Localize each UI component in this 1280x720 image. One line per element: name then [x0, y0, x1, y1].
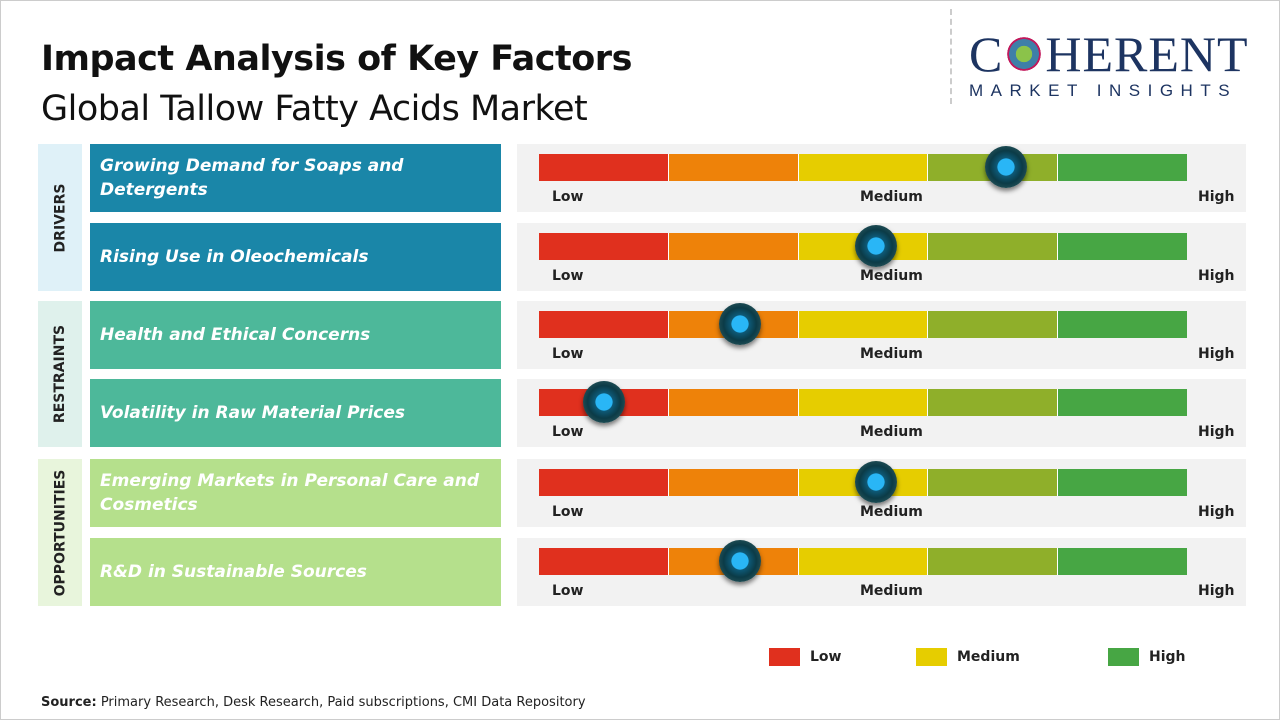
gauge-knob-icon: [582, 381, 625, 423]
gauge-knob-icon: [854, 225, 897, 267]
scale-low: Low: [552, 268, 584, 284]
gauge-knob-icon: [718, 303, 761, 345]
gauge-segment: [539, 311, 669, 338]
impact-gauge: Low Medium High: [517, 223, 1246, 291]
scale-high: High: [1198, 268, 1235, 284]
category-drivers: DRIVERS: [38, 144, 82, 291]
factor-text: Health and Ethical Concerns: [100, 325, 371, 345]
impact-gauge: Low Medium High: [517, 459, 1246, 527]
legend-label: High: [1149, 649, 1186, 665]
gauge-knob-icon: [984, 146, 1027, 188]
factor-text: Emerging Markets in Personal Care and Co…: [100, 471, 479, 515]
scale-low: Low: [552, 346, 584, 362]
category-restraints: RESTRAINTS: [38, 301, 82, 447]
scale-high: High: [1198, 504, 1235, 520]
gauge-segment: [668, 154, 799, 181]
logo-text: C: [969, 26, 1004, 82]
gauge-segment: [798, 389, 929, 416]
gauge-bar: [539, 311, 1187, 338]
logo-subtext: MARKET INSIGHTS: [969, 81, 1238, 100]
gauge-segment: [928, 389, 1059, 416]
logo-text: HERENT: [1045, 26, 1249, 82]
gauge-segment: [1058, 233, 1187, 260]
gauge-bar: [539, 469, 1187, 496]
factor-text: Growing Demand for Soaps and Detergents: [100, 156, 404, 200]
divider: [950, 9, 952, 104]
gauge-segment: [1058, 389, 1187, 416]
factor-label: Emerging Markets in Personal Care and Co…: [90, 459, 501, 527]
gauge-segment: [539, 154, 669, 181]
page-title: Impact Analysis of Key Factors: [41, 39, 632, 79]
gauge-bar: [539, 548, 1187, 575]
scale-medium: Medium: [860, 583, 923, 599]
gauge-segment: [1058, 469, 1187, 496]
gauge-knob-icon: [718, 540, 761, 582]
legend-item: Low: [769, 648, 841, 666]
factor-label: Growing Demand for Soaps and Detergents: [90, 144, 501, 212]
source-label: Source:: [41, 695, 97, 710]
scale-high: High: [1198, 189, 1235, 205]
gauge-segment: [928, 233, 1059, 260]
scale-medium: Medium: [860, 189, 923, 205]
impact-gauge: Low Medium High: [517, 144, 1246, 212]
impact-gauge: Low Medium High: [517, 301, 1246, 369]
legend-swatch: [916, 648, 947, 666]
factor-text: R&D in Sustainable Sources: [100, 562, 367, 582]
scale-medium: Medium: [860, 346, 923, 362]
scale-medium: Medium: [860, 268, 923, 284]
gauge-segment: [798, 154, 929, 181]
gauge-segment: [928, 469, 1059, 496]
factor-text: Rising Use in Oleochemicals: [100, 247, 369, 267]
category-label: RESTRAINTS: [52, 324, 68, 424]
legend-label: Medium: [957, 649, 1020, 665]
factor-label: Rising Use in Oleochemicals: [90, 223, 501, 291]
gauge-bar: [539, 154, 1187, 181]
scale-high: High: [1198, 583, 1235, 599]
legend-label: Low: [810, 649, 842, 665]
scale-low: Low: [552, 189, 584, 205]
source-text: Primary Research, Desk Research, Paid su…: [96, 695, 586, 710]
gauge-segment: [539, 469, 669, 496]
factor-label: Volatility in Raw Material Prices: [90, 379, 501, 447]
scale-medium: Medium: [860, 504, 923, 520]
gauge-segment: [1058, 311, 1187, 338]
impact-gauge: Low Medium High: [517, 379, 1246, 447]
globe-icon: [1005, 35, 1044, 73]
gauge-segment: [1058, 548, 1187, 575]
gauge-segment: [1058, 154, 1187, 181]
legend-swatch: [1108, 648, 1139, 666]
source-note: Source: Primary Research, Desk Research,…: [41, 695, 586, 710]
scale-low: Low: [552, 583, 584, 599]
gauge-segment: [539, 233, 669, 260]
category-label: DRIVERS: [52, 183, 68, 252]
category-opportunities: OPPORTUNITIES: [38, 459, 82, 606]
gauge-segment: [668, 389, 799, 416]
gauge-segment: [928, 548, 1059, 575]
legend-item: Medium: [916, 648, 1020, 666]
factor-text: Volatility in Raw Material Prices: [100, 403, 406, 423]
gauge-segment: [668, 233, 799, 260]
gauge-segment: [798, 311, 929, 338]
category-label: OPPORTUNITIES: [52, 469, 69, 596]
gauge-bar: [539, 389, 1187, 416]
logo: C HERENT MARKET INSIGHTS: [969, 29, 1264, 101]
gauge-segment: [798, 548, 929, 575]
legend-item: High: [1108, 648, 1186, 666]
gauge-segment: [668, 469, 799, 496]
scale-low: Low: [552, 424, 584, 440]
scale-low: Low: [552, 504, 584, 520]
gauge-knob-icon: [854, 461, 897, 503]
page-subtitle: Global Tallow Fatty Acids Market: [41, 89, 588, 129]
impact-gauge: Low Medium High: [517, 538, 1246, 606]
factor-label: R&D in Sustainable Sources: [90, 538, 501, 606]
scale-medium: Medium: [860, 424, 923, 440]
gauge-segment: [539, 548, 669, 575]
factor-label: Health and Ethical Concerns: [90, 301, 501, 369]
scale-high: High: [1198, 424, 1235, 440]
legend-swatch: [769, 648, 800, 666]
gauge-segment: [928, 311, 1059, 338]
scale-high: High: [1198, 346, 1235, 362]
